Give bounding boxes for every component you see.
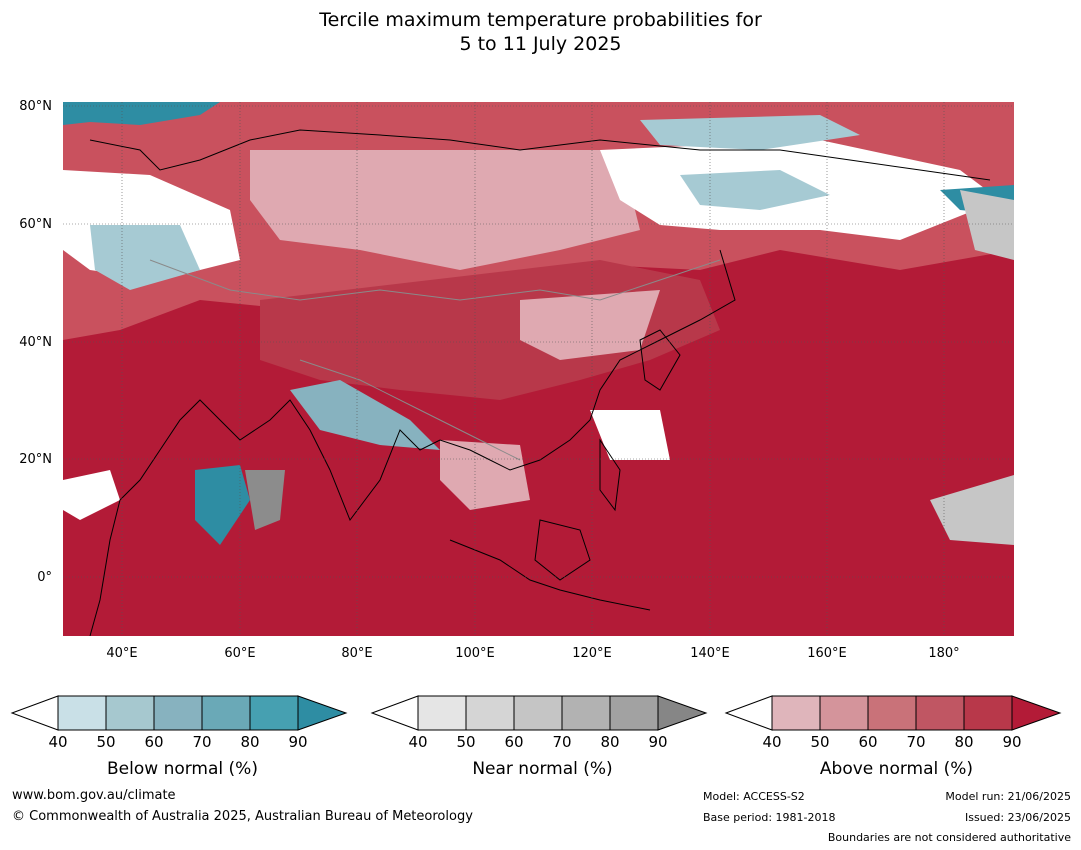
indonesia-coastline [449, 539, 651, 611]
colorbar-swatch [153, 695, 203, 731]
above-tick-60: 60 [858, 733, 878, 751]
colorbar-swatch [249, 695, 299, 731]
below-tick-70: 70 [192, 733, 212, 751]
above-normal-label: Above normal (%) [819, 759, 974, 779]
lat-label-40n: 40°N [19, 335, 52, 350]
title-line-2: 5 to 11 July 2025 [459, 33, 622, 55]
lon-label-40e: 40°E [106, 646, 138, 661]
asia-southern-coastline [89, 249, 736, 636]
lon-label-80e: 80°E [341, 646, 373, 661]
near-tick-70: 70 [552, 733, 572, 751]
colorbar-swatch [609, 695, 659, 731]
colorbar-swatch [771, 695, 821, 731]
near-normal-swatches [417, 695, 659, 731]
copyright-text: © Commonwealth of Australia 2025, Austra… [12, 809, 473, 824]
arctic-coastline [89, 129, 991, 181]
ukraine-below-region [90, 225, 200, 290]
himalaya-border [299, 359, 521, 461]
colorbar-swatch [417, 695, 467, 731]
below-tick-90: 90 [288, 733, 308, 751]
above-tick-70: 70 [906, 733, 926, 751]
lon-label-120e: 120°E [572, 646, 612, 661]
below-normal-colorbar-graphic [10, 695, 348, 731]
near-normal-high-region [245, 470, 285, 530]
mongolia-pale-region [520, 290, 660, 360]
above-normal-swatches [771, 695, 1013, 731]
arctic-below-region [63, 102, 220, 125]
africa-white-region [63, 470, 120, 520]
east-siberian-sea-below-region [640, 115, 860, 150]
website-link[interactable]: www.bom.gov.au/climate [12, 788, 176, 803]
arabian-sea-below-region [195, 465, 250, 545]
below-normal-colorbar: 40 50 60 70 80 90 Below normal (%) [10, 695, 355, 795]
above-tick-40: 40 [762, 733, 782, 751]
lat-label-0: 0° [37, 570, 52, 585]
below-tick-60: 60 [144, 733, 164, 751]
title-line-1: Tercile maximum temperature probabilitie… [319, 9, 762, 31]
near-normal-colorbar: 40 50 60 70 80 90 Near normal (%) [370, 695, 715, 795]
model-run-text: Model run: 21/06/2025 [945, 790, 1071, 803]
lon-label-140e: 140°E [690, 646, 730, 661]
country-borders [149, 259, 721, 301]
probability-map [63, 102, 1014, 636]
south-china-white-region [590, 410, 670, 460]
lon-label-180: 180° [928, 646, 960, 661]
near-tick-80: 80 [600, 733, 620, 751]
lon-label-160e: 160°E [807, 646, 847, 661]
above-normal-colorbar: 40 50 60 70 80 90 Above normal (%) [724, 695, 1069, 795]
near-tick-50: 50 [456, 733, 476, 751]
near-tick-90: 90 [648, 733, 668, 751]
philippines-coastline [599, 438, 621, 512]
colorbar-swatch [561, 695, 611, 731]
above-normal-colorbar-graphic [724, 695, 1062, 731]
japan-coastline [639, 329, 681, 391]
lon-label-100e: 100°E [455, 646, 495, 661]
above-tick-50: 50 [810, 733, 830, 751]
lon-label-60e: 60°E [224, 646, 256, 661]
near-tick-60: 60 [504, 733, 524, 751]
near-normal-label: Near normal (%) [472, 759, 613, 779]
below-tick-80: 80 [240, 733, 260, 751]
colorbar-swatch [105, 695, 155, 731]
near-tick-40: 40 [408, 733, 428, 751]
issued-text: Issued: 23/06/2025 [964, 811, 1071, 824]
colorbar-swatch [201, 695, 251, 731]
colorbar-swatch [963, 695, 1013, 731]
map-panel: 80°N 60°N 40°N 20°N 0° 40°E 60°E 80°E 10… [19, 99, 1014, 661]
colorbar-swatch [915, 695, 965, 731]
map-title: Tercile maximum temperature probabilitie… [0, 8, 1081, 56]
base-period-text: Base period: 1981-2018 [703, 811, 836, 824]
below-tick-40: 40 [48, 733, 68, 751]
borneo-coastline [534, 519, 591, 581]
pacific-near-region [930, 475, 1014, 545]
colorbar-swatch [513, 695, 563, 731]
colorbar-swatch [57, 695, 107, 731]
lat-label-20n: 20°N [19, 452, 52, 467]
yakutia-below-region [680, 170, 830, 210]
below-normal-swatches [57, 695, 299, 731]
above-tick-80: 80 [954, 733, 974, 751]
colorbar-swatch [819, 695, 869, 731]
graticule [63, 102, 1014, 636]
lat-label-60n: 60°N [19, 217, 52, 232]
lat-label-80n: 80°N [19, 99, 52, 114]
below-normal-label: Below normal (%) [107, 759, 258, 779]
alaska-near-region [960, 190, 1014, 260]
above-tick-90: 90 [1002, 733, 1022, 751]
siberia-pale-region [250, 150, 640, 270]
near-normal-colorbar-graphic [370, 695, 708, 731]
colorbar-swatch [465, 695, 515, 731]
indochina-pale-region [440, 440, 530, 510]
disclaimer-text: Boundaries are not considered authoritat… [827, 831, 1071, 844]
model-text: Model: ACCESS-S2 [703, 790, 805, 803]
below-tick-50: 50 [96, 733, 116, 751]
colorbar-swatch [867, 695, 917, 731]
